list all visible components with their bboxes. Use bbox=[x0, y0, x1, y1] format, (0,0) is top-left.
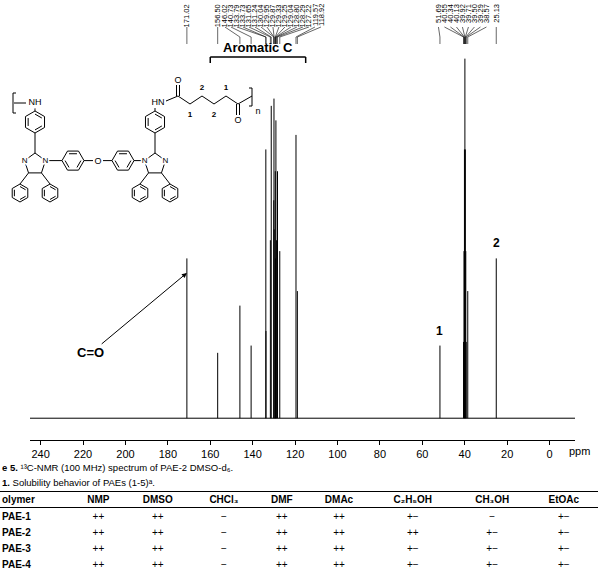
svg-text:119.57: 119.57 bbox=[311, 4, 320, 26]
svg-text:39.92: 39.92 bbox=[458, 4, 467, 23]
svg-text:39.71: 39.71 bbox=[464, 4, 473, 23]
svg-text:129.95: 129.95 bbox=[262, 4, 271, 27]
svg-text:120: 120 bbox=[286, 448, 304, 460]
svg-text:129.33: 129.33 bbox=[274, 4, 283, 27]
svg-text:1: 1 bbox=[224, 83, 229, 92]
html-text:e 5. ¹³C-NMR (100 MHz) spectru: e 5. ¹³C-NMR (100 MHz) spectrum of PAE-2… bbox=[2, 462, 234, 473]
svg-text:133.73: 133.73 bbox=[238, 4, 247, 27]
svg-text:2: 2 bbox=[200, 83, 205, 92]
svg-text:140.73: 140.73 bbox=[226, 4, 235, 27]
svg-text:N: N bbox=[43, 156, 49, 165]
html-text:DMSO: DMSO bbox=[142, 494, 173, 505]
svg-text:131.65: 131.65 bbox=[244, 4, 253, 27]
svg-text:HN: HN bbox=[152, 97, 165, 107]
svg-text:180: 180 bbox=[159, 448, 177, 460]
svg-text:40: 40 bbox=[459, 448, 471, 460]
html-text:PAE-4: PAE-4 bbox=[2, 558, 31, 570]
html-text:olymer: olymer bbox=[2, 494, 35, 505]
html-text:PAE-3: PAE-3 bbox=[2, 542, 31, 554]
svg-text:O: O bbox=[94, 156, 101, 166]
svg-text:129.25: 129.25 bbox=[280, 4, 289, 27]
html-text:NMP: NMP bbox=[87, 494, 110, 505]
svg-text:25.13: 25.13 bbox=[492, 4, 501, 23]
svg-text:20: 20 bbox=[501, 448, 513, 460]
svg-text:ppm: ppm bbox=[569, 445, 590, 457]
svg-text:160: 160 bbox=[201, 448, 219, 460]
svg-text:N: N bbox=[142, 156, 148, 165]
svg-text:n: n bbox=[255, 106, 260, 116]
svg-text:51.69: 51.69 bbox=[434, 4, 443, 23]
svg-text:1: 1 bbox=[188, 110, 193, 119]
svg-text:C=O: C=O bbox=[77, 345, 104, 360]
svg-text:39.50: 39.50 bbox=[470, 4, 479, 23]
svg-text:146.02: 146.02 bbox=[220, 4, 229, 27]
svg-text:40.34: 40.34 bbox=[446, 4, 455, 23]
svg-text:129.04: 129.04 bbox=[286, 4, 295, 27]
svg-text:N: N bbox=[22, 156, 28, 165]
svg-text:127.22: 127.22 bbox=[304, 4, 313, 27]
svg-text:118.92: 118.92 bbox=[317, 4, 326, 26]
svg-text:220: 220 bbox=[74, 448, 92, 460]
svg-text:131.24: 131.24 bbox=[250, 4, 259, 27]
html-text:C₂H₅OH: C₂H₅OH bbox=[393, 494, 432, 505]
svg-text:0: 0 bbox=[546, 448, 552, 460]
html-text:PAE-1: PAE-1 bbox=[2, 510, 31, 522]
svg-text:128.29: 128.29 bbox=[298, 4, 307, 27]
html-text:DMAc: DMAc bbox=[324, 494, 354, 505]
svg-text:171.02: 171.02 bbox=[182, 4, 191, 27]
svg-text:NH: NH bbox=[29, 97, 42, 107]
html-text:CHCl₃: CHCl₃ bbox=[209, 494, 239, 505]
svg-text:129.87: 129.87 bbox=[268, 4, 277, 27]
svg-text:140: 140 bbox=[243, 448, 261, 460]
svg-text:200: 200 bbox=[116, 448, 134, 460]
svg-text:38.57: 38.57 bbox=[482, 4, 491, 23]
html-text:PAE-2: PAE-2 bbox=[2, 526, 31, 538]
svg-text:39.29: 39.29 bbox=[476, 4, 485, 23]
svg-text:O: O bbox=[174, 75, 181, 85]
html-text:DMF: DMF bbox=[271, 494, 293, 505]
svg-text:2: 2 bbox=[212, 110, 217, 119]
svg-text:80: 80 bbox=[374, 448, 386, 460]
html-text:1. Solubility behavior of PAEs: 1. Solubility behavior of PAEs (1-5)ᵃ. bbox=[2, 477, 155, 488]
svg-text:100: 100 bbox=[328, 448, 346, 460]
svg-text:156.50: 156.50 bbox=[213, 4, 222, 27]
html-text:EtOAc: EtOAc bbox=[548, 494, 580, 505]
svg-text:40.55: 40.55 bbox=[440, 4, 449, 23]
svg-text:Aromatic C: Aromatic C bbox=[223, 40, 293, 55]
svg-text:1: 1 bbox=[436, 324, 443, 338]
svg-text:N: N bbox=[163, 156, 169, 165]
svg-text:128.80: 128.80 bbox=[292, 4, 301, 27]
svg-text:240: 240 bbox=[31, 448, 49, 460]
html-text:CH₃OH: CH₃OH bbox=[475, 494, 510, 505]
svg-text:60: 60 bbox=[416, 448, 428, 460]
svg-text:133.79: 133.79 bbox=[232, 4, 241, 27]
svg-text:2: 2 bbox=[493, 236, 500, 250]
svg-text:130.04: 130.04 bbox=[256, 4, 265, 27]
svg-text:O: O bbox=[234, 115, 241, 125]
svg-text:40.13: 40.13 bbox=[452, 4, 461, 23]
